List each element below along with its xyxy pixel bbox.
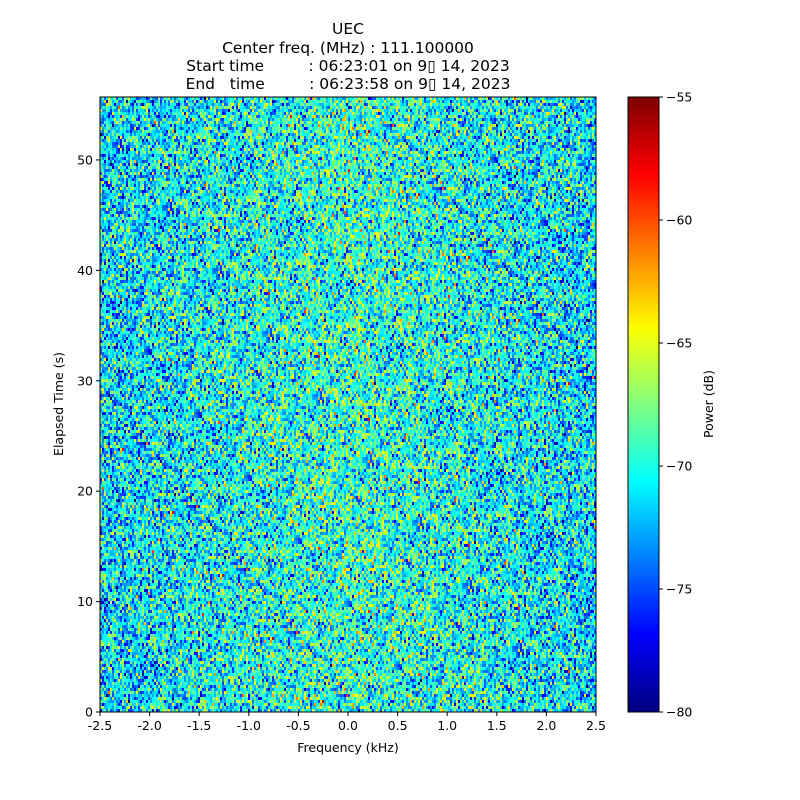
title-line-start-time: Start time : 06:23:01 on 9▯ 14, 2023	[186, 57, 510, 75]
colorbar-tick-label: −55	[666, 90, 692, 105]
y-axis-label: Elapsed Time (s)	[51, 352, 66, 456]
title-line-site: UEC	[332, 20, 364, 38]
colorbar-tick-label: −80	[666, 705, 692, 720]
x-tick-label: -1.5	[187, 718, 211, 733]
x-tick-label: 1.5	[487, 718, 507, 733]
x-tick-label: -2.5	[88, 718, 112, 733]
x-axis-label: Frequency (kHz)	[297, 740, 399, 755]
x-tick-label: 1.0	[437, 718, 457, 733]
y-tick-label: 10	[77, 594, 93, 609]
colorbar	[628, 97, 659, 712]
plot-frame	[99, 96, 597, 713]
x-tick-label: -0.5	[286, 718, 310, 733]
x-tick-label: 2.5	[586, 718, 606, 733]
colorbar-tick-label: −75	[666, 582, 692, 597]
x-tick-label: 0.0	[338, 718, 358, 733]
x-tick-label: -2.0	[137, 718, 161, 733]
y-tick-label: 30	[77, 373, 93, 388]
title-line-end-time: End time : 06:23:58 on 9▯ 14, 2023	[185, 75, 511, 93]
y-tick-label: 0	[85, 705, 93, 720]
colorbar-label: Power (dB)	[701, 370, 716, 438]
colorbar-tick-label: −70	[666, 459, 692, 474]
title-line-center-freq: Center freq. (MHz) : 111.100000	[222, 39, 474, 57]
y-tick-label: 50	[77, 152, 93, 167]
spectrogram-heatmap	[100, 97, 596, 712]
y-tick-label: 20	[77, 484, 93, 499]
x-tick-label: 0.5	[388, 718, 408, 733]
colorbar-tick-label: −65	[666, 336, 692, 351]
x-tick-label: 2.0	[536, 718, 556, 733]
y-tick-label: 40	[77, 263, 93, 278]
colorbar-tick-label: −60	[666, 213, 692, 228]
colorbar-frame	[627, 96, 660, 713]
x-tick-label: -1.0	[237, 718, 261, 733]
